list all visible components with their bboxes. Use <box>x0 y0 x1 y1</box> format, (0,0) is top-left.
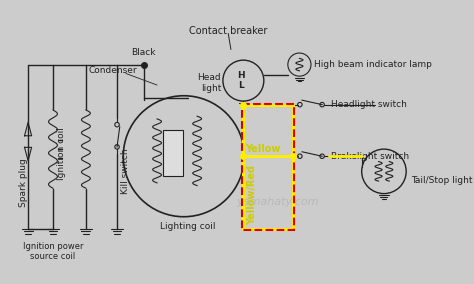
Text: H: H <box>237 71 245 80</box>
Text: Yellow: Yellow <box>245 144 281 154</box>
Bar <box>243 104 294 230</box>
Text: Lighting coil: Lighting coil <box>161 222 216 231</box>
Text: Spark plug: Spark plug <box>19 158 28 207</box>
Text: Yellow/Red: Yellow/Red <box>247 165 257 225</box>
Text: Contact breaker: Contact breaker <box>189 26 267 36</box>
Text: Brakelight switch: Brakelight switch <box>331 152 410 161</box>
Text: Black: Black <box>131 49 156 57</box>
Text: Head
light: Head light <box>198 74 221 93</box>
Text: Headlight switch: Headlight switch <box>331 100 407 109</box>
Text: Kill switch: Kill switch <box>120 149 129 194</box>
Bar <box>164 130 183 176</box>
Text: Condenser: Condenser <box>88 66 137 75</box>
Text: yamahaty.com: yamahaty.com <box>236 197 319 208</box>
Text: High beam indicator lamp: High beam indicator lamp <box>314 60 431 69</box>
Text: Ignition power
source coil: Ignition power source coil <box>23 242 83 261</box>
Text: Ignition coil: Ignition coil <box>56 127 65 180</box>
Text: Tail/Stop light: Tail/Stop light <box>410 176 472 185</box>
Text: L: L <box>238 81 244 89</box>
